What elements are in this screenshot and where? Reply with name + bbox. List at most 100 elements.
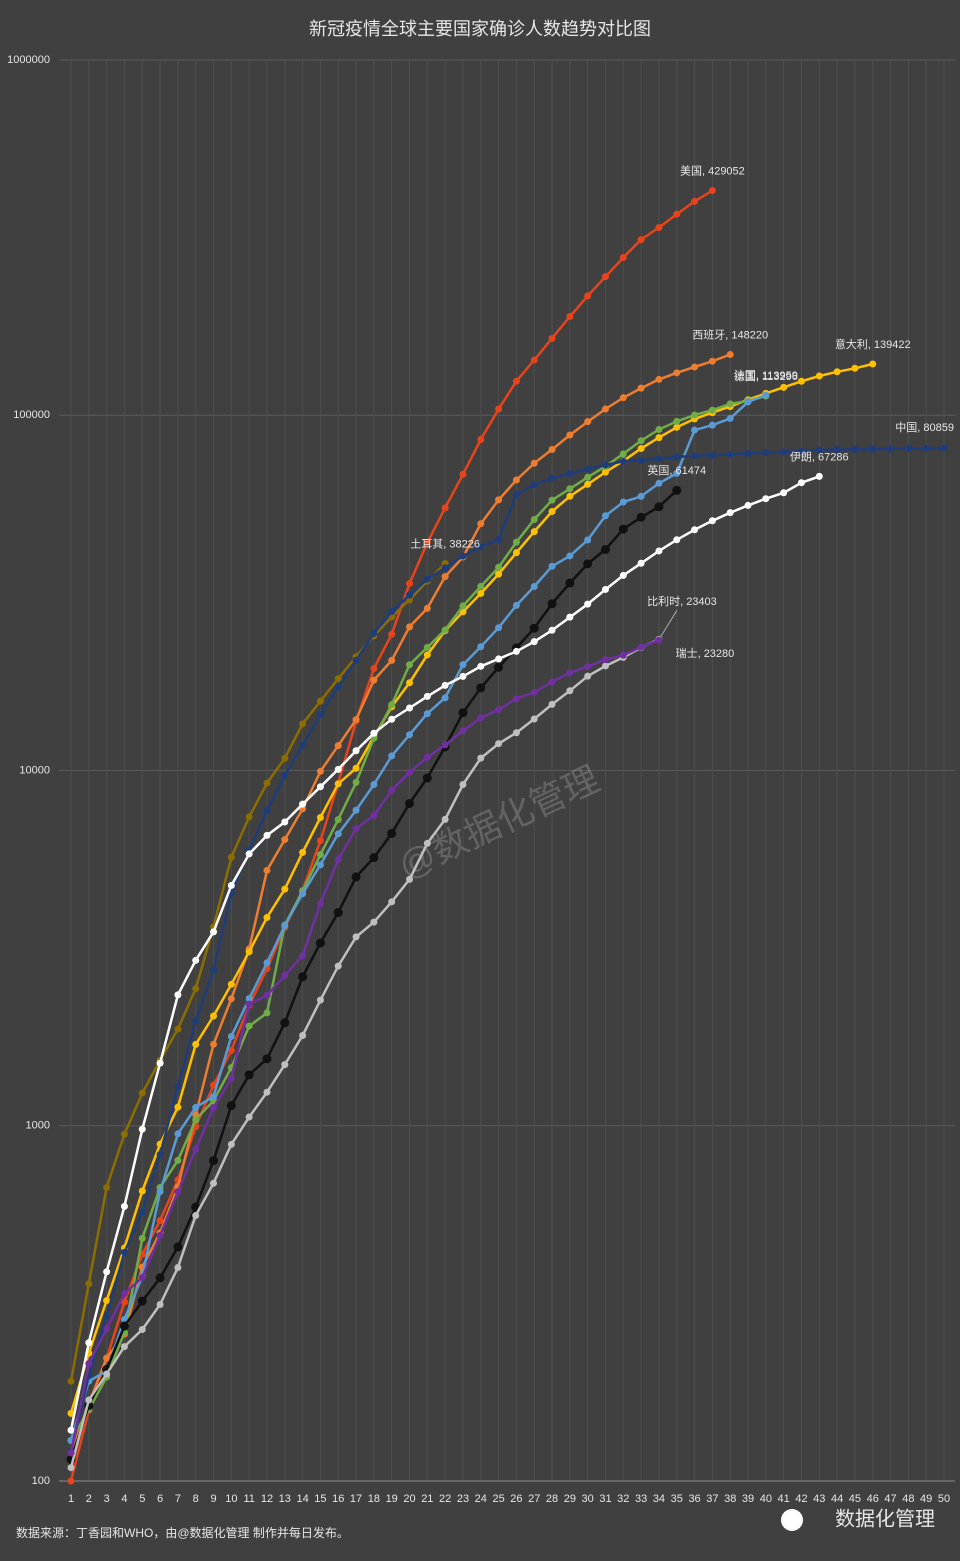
data-point (726, 351, 734, 359)
end-label: 中国, 80859 (895, 421, 954, 434)
data-point (316, 813, 324, 821)
data-point (334, 856, 342, 864)
data-point (512, 491, 520, 499)
data-point (370, 629, 378, 637)
data-point (691, 526, 699, 534)
data-point (423, 753, 431, 761)
data-point (334, 742, 342, 750)
data-point (316, 900, 324, 908)
data-point (103, 1184, 111, 1192)
data-point (548, 700, 556, 708)
data-point (636, 512, 646, 522)
x-tick-label: 49 (920, 1493, 932, 1505)
data-point (406, 704, 414, 712)
data-point (138, 1187, 146, 1195)
series-line (69, 562, 446, 1382)
data-point (85, 1396, 93, 1404)
data-point (691, 363, 699, 371)
data-point (227, 1140, 235, 1148)
x-tick-label: 29 (564, 1493, 576, 1505)
data-point (441, 681, 449, 689)
data-point (226, 1101, 236, 1111)
data-point (797, 479, 805, 487)
data-point (655, 224, 663, 232)
data-point (815, 372, 823, 380)
x-tick-label: 50 (938, 1493, 950, 1505)
data-point (138, 1208, 146, 1216)
data-point (530, 356, 538, 364)
data-point (422, 773, 432, 783)
x-tick-label: 2 (86, 1493, 92, 1505)
data-point (530, 582, 538, 590)
data-point (726, 414, 734, 422)
data-point (744, 398, 752, 406)
data-point (245, 995, 253, 1003)
data-point (174, 1130, 182, 1138)
data-point (137, 1296, 147, 1306)
data-point (548, 678, 556, 686)
x-tick-label: 3 (104, 1493, 110, 1505)
x-tick-label: 35 (671, 1493, 683, 1505)
x-tick-label: 8 (193, 1493, 199, 1505)
data-point (601, 662, 609, 670)
x-tick-label: 28 (546, 1493, 558, 1505)
data-point (334, 765, 342, 773)
data-point (155, 1273, 165, 1283)
data-point (459, 727, 467, 735)
x-tick-label: 30 (582, 1493, 594, 1505)
data-point (263, 959, 271, 967)
data-point (227, 980, 235, 988)
data-point (245, 850, 253, 858)
data-point (726, 450, 734, 458)
data-point (459, 470, 467, 478)
data-point (691, 452, 699, 460)
data-point (708, 517, 716, 525)
data-point (673, 453, 681, 461)
x-tick-label: 42 (795, 1493, 807, 1505)
data-point (584, 292, 592, 300)
data-point (637, 437, 645, 445)
x-tick-label: 13 (279, 1493, 291, 1505)
data-point (869, 445, 877, 453)
data-point (655, 455, 663, 463)
data-point (477, 662, 485, 670)
data-point (245, 1000, 253, 1008)
data-point (103, 1325, 111, 1333)
data-point (120, 1130, 128, 1138)
data-point (762, 495, 770, 503)
data-point (672, 485, 682, 495)
data-point (851, 445, 859, 453)
x-tick-label: 18 (368, 1493, 380, 1505)
data-point (120, 1290, 128, 1298)
data-point (263, 779, 271, 787)
data-point (209, 1156, 219, 1166)
data-point (316, 767, 324, 775)
data-point (548, 508, 556, 516)
data-point (316, 697, 324, 705)
data-point (691, 426, 699, 434)
x-tick-label: 47 (884, 1493, 896, 1505)
end-label: 德国, 113296 (734, 369, 798, 383)
leader-line (660, 610, 678, 637)
data-point (512, 538, 520, 546)
data-point (584, 465, 592, 473)
data-point (459, 552, 467, 560)
data-point (601, 461, 609, 469)
data-point (566, 552, 574, 560)
data-point (333, 908, 343, 918)
data-point (708, 451, 716, 459)
data-point (192, 1040, 200, 1048)
data-point (174, 1025, 182, 1033)
x-tick-label: 6 (157, 1493, 163, 1505)
data-point (103, 1312, 111, 1320)
data-point (601, 273, 609, 281)
data-point (352, 764, 360, 772)
data-point (477, 589, 485, 597)
data-point (227, 995, 235, 1003)
x-tick-label: 21 (421, 1493, 433, 1505)
data-point (406, 679, 414, 687)
x-tick-label: 14 (296, 1493, 308, 1505)
series-line (69, 353, 731, 1454)
data-point (512, 601, 520, 609)
